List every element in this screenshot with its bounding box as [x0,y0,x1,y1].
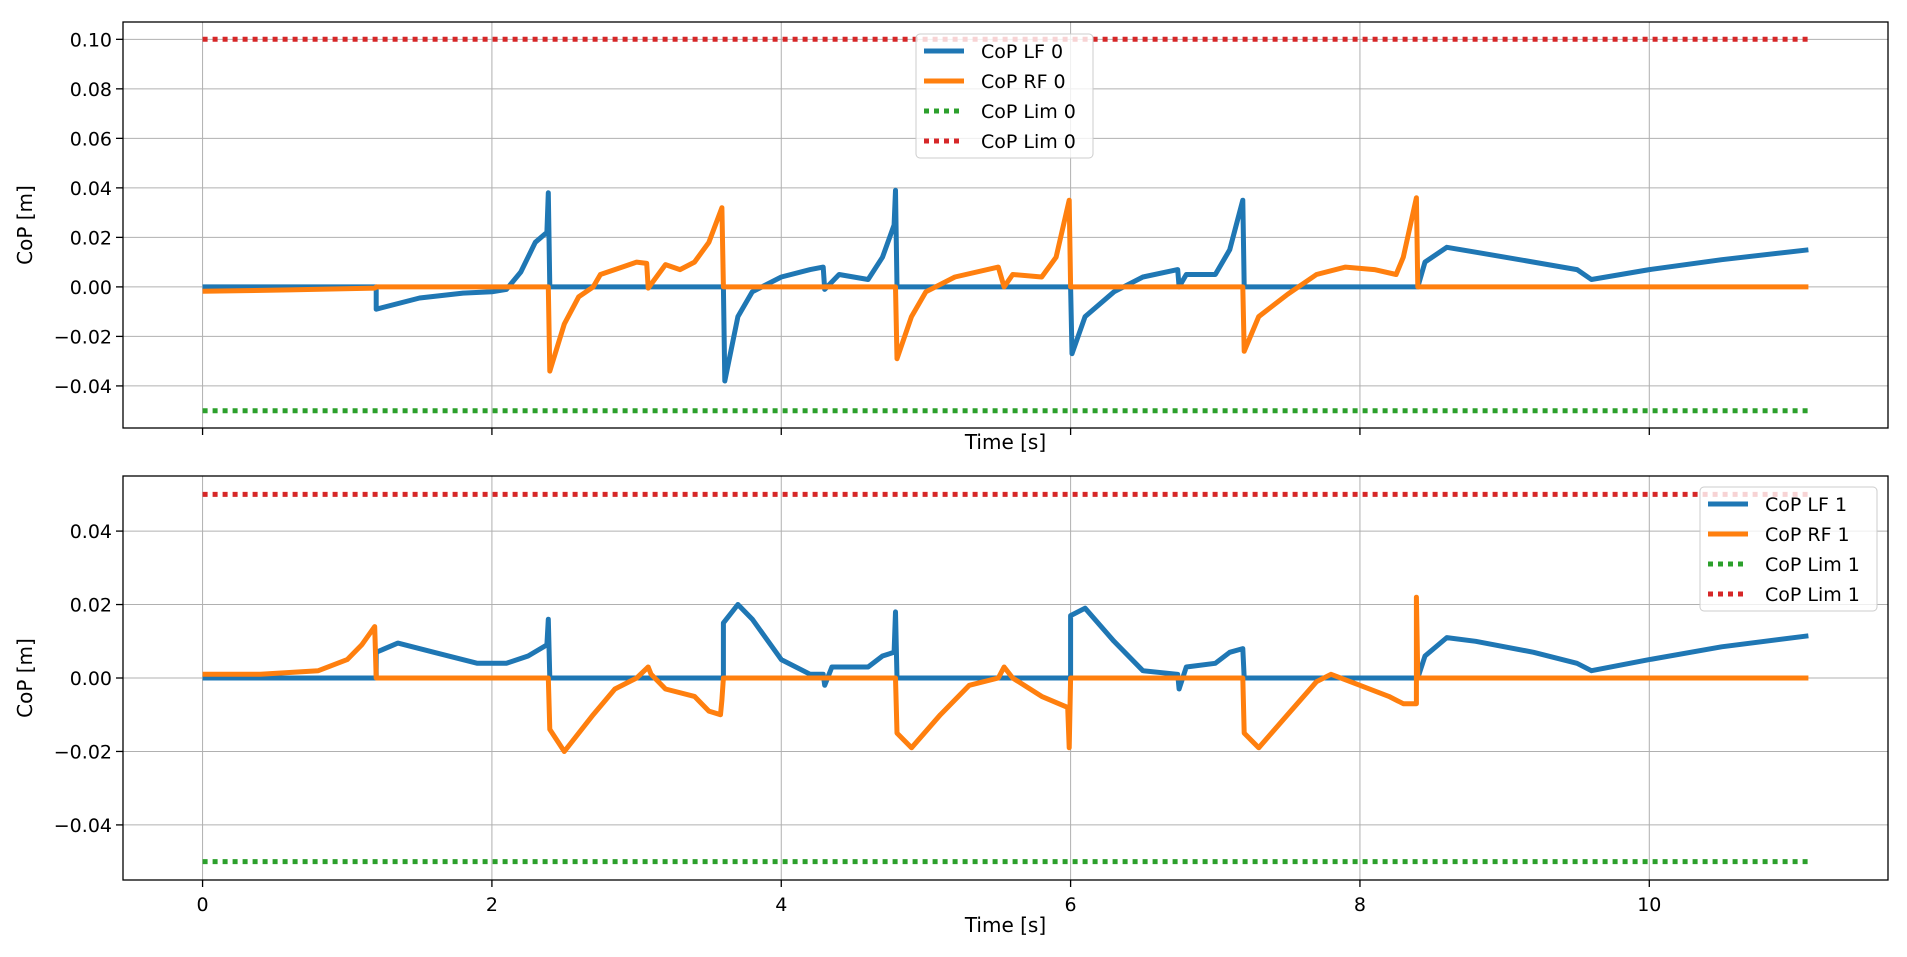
legend-entry-label: CoP LF 1 [1765,494,1847,516]
legend-entry-label: CoP Lim 1 [1765,584,1860,606]
legend-entry-label: CoP Lim 0 [981,101,1076,123]
series-line-lf [202,602,1809,692]
y-tick-label: 0.02 [70,595,112,617]
y-tick-label: −0.02 [54,326,112,348]
legend-entry-label: CoP RF 1 [1765,524,1850,546]
y-axis-label: CoP [m] [13,185,37,265]
y-axis-label: CoP [m] [13,638,37,718]
series-line-rf [202,195,1809,374]
y-tick-label: 0.08 [70,79,112,101]
y-tick-label: 0.00 [70,277,112,299]
y-tick-label: 0.00 [70,668,112,690]
x-tick-label: 8 [1354,894,1366,916]
y-tick-label: 0.06 [70,128,112,150]
legend-entry-label: CoP Lim 1 [1765,554,1860,576]
x-axis-label: Time [s] [964,913,1046,937]
x-tick-label: 0 [197,894,209,916]
x-tick-label: 10 [1637,894,1661,916]
legend-box [915,33,1094,159]
chart-panel-bottom: 0 2 4 6 8 10 −0.04 −0.02 0.00 0.02 0.04 Time [s] CoP… [13,475,1889,937]
chart-panel-top: −0.04 −0.02 0.00 0.02 0.04 0.06 0.08 0.10 Time [… [13,21,1889,454]
y-tick-label: 0.04 [70,521,112,543]
legend-box [1699,486,1878,612]
legend: CoP LF 1 CoP RF 1 CoP Lim 1 CoP Lim 1 [1699,486,1878,612]
y-tick-label: 0.10 [70,29,112,51]
x-axis-label: Time [s] [964,430,1046,454]
x-tick-label: 6 [1065,894,1077,916]
y-tick-label: −0.04 [54,376,112,398]
y-tick-label: −0.02 [54,741,112,763]
legend-entry-label: CoP Lim 0 [981,131,1076,153]
legend-entry-label: CoP LF 0 [981,41,1063,63]
series-line-rf [202,594,1809,754]
series-line-lf [202,187,1809,384]
x-tick-label: 2 [486,894,498,916]
legend-entry-label: CoP RF 0 [981,71,1066,93]
legend: CoP LF 0 CoP RF 0 CoP Lim 0 CoP Lim 0 [915,33,1094,159]
axes-frame [122,21,1889,429]
y-tick-label: −0.04 [54,815,112,837]
x-tick-label: 4 [775,894,787,916]
y-tick-label: 0.02 [70,227,112,249]
y-tick-label: 0.04 [70,178,112,200]
